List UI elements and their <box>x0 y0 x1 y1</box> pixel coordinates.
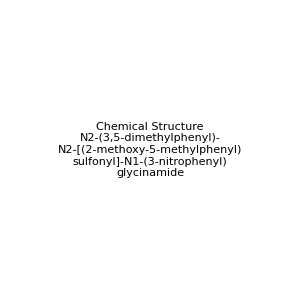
Text: Chemical Structure
N2-(3,5-dimethylphenyl)-
N2-[(2-methoxy-5-methylphenyl)
sulfo: Chemical Structure N2-(3,5-dimethylpheny… <box>58 122 242 178</box>
